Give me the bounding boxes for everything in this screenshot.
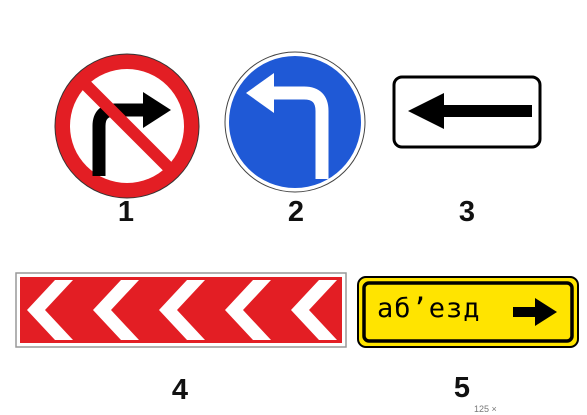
footer-text: 125 × [474, 404, 497, 414]
detour-label: аб’езд [377, 293, 481, 324]
left-turn-only-sign [224, 51, 366, 193]
sign-number-1: 1 [117, 196, 135, 228]
chevron-sign [15, 272, 347, 348]
sign-number-4: 4 [171, 374, 189, 406]
sign-number-5: 5 [453, 372, 471, 404]
sign-number-2: 2 [287, 196, 305, 228]
direction-plate-sign [392, 75, 542, 149]
right-arrow-icon [535, 298, 557, 326]
sign-number-3: 3 [458, 196, 476, 228]
detour-sign: аб’езд [357, 276, 579, 348]
no-right-turn-sign [54, 53, 200, 199]
